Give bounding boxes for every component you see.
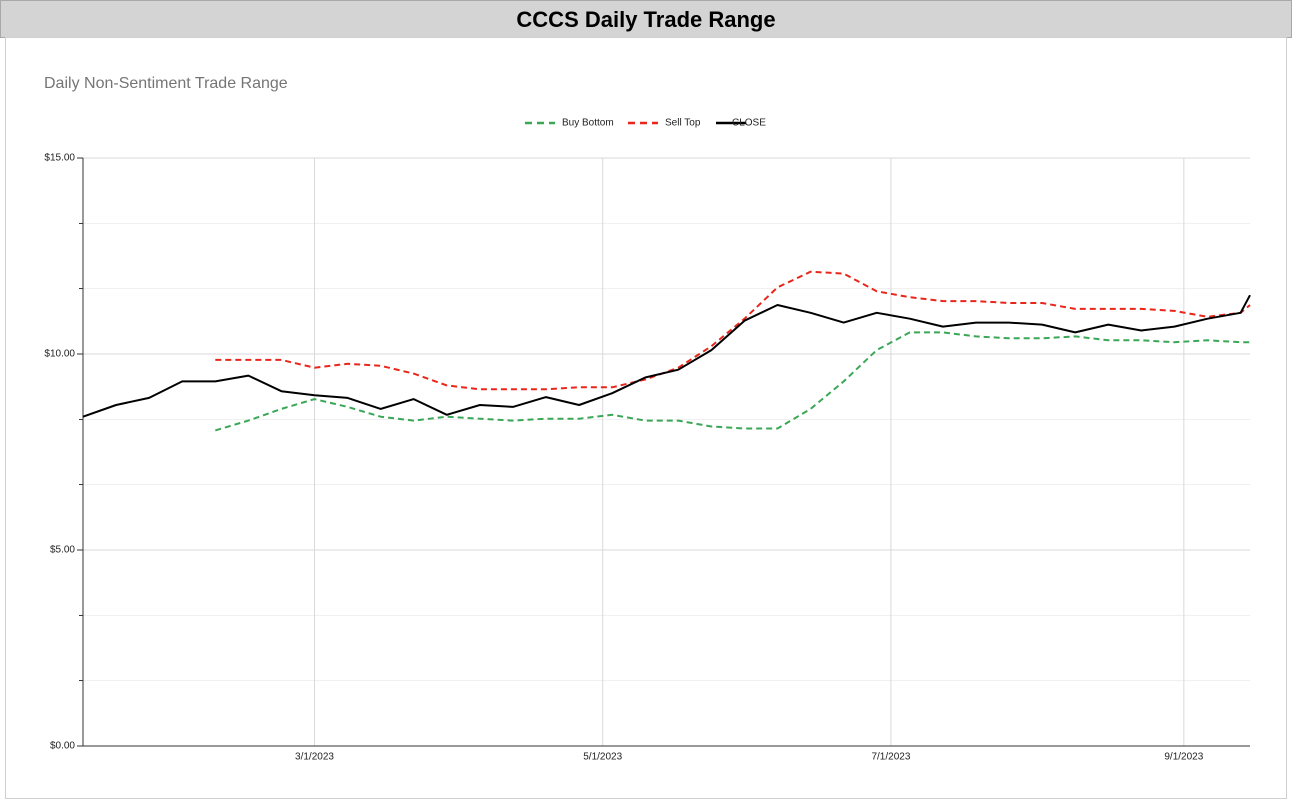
x-tick-label: 9/1/2023 [1164, 752, 1203, 763]
x-tick-label: 5/1/2023 [583, 752, 622, 763]
y-tick-label: $0.00 [50, 741, 75, 752]
y-tick-label: $10.00 [44, 349, 75, 360]
y-tick-label: $5.00 [50, 545, 75, 556]
sheet-header: CCCS Daily Trade Range [0, 0, 1292, 38]
series-line [82, 294, 1251, 418]
series-line [215, 331, 1250, 432]
legend-label: Sell Top [665, 118, 701, 129]
x-tick-label: 3/1/2023 [295, 752, 334, 763]
legend-label: CLOSE [732, 118, 766, 129]
chart: Daily Non-Sentiment Trade Range $0.00 $5.… [5, 37, 1287, 799]
y-tick-label: $15.00 [44, 153, 75, 164]
series-line [215, 270, 1251, 391]
x-tick-label: 7/1/2023 [871, 752, 910, 763]
chart-title: Daily Non-Sentiment Trade Range [44, 75, 288, 92]
header-title: CCCS Daily Trade Range [516, 7, 776, 32]
chart-frame [5, 37, 1287, 799]
legend-label: Buy Bottom [562, 118, 614, 129]
